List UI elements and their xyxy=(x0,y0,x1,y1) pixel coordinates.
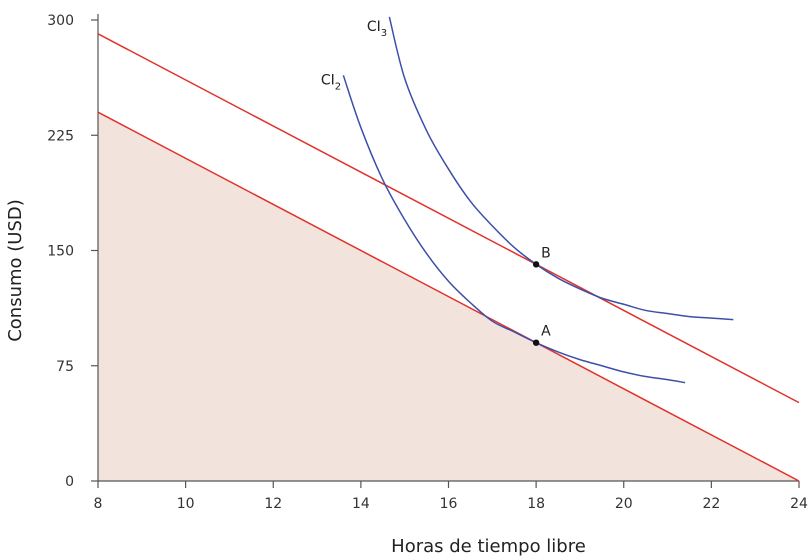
curve-label-name: CI xyxy=(321,73,335,89)
indifference-curve-label: CI3 xyxy=(367,19,387,39)
x-tick-label: 10 xyxy=(177,496,195,512)
indifference-curve-label: CI2 xyxy=(321,73,341,93)
curve-label-subscript: 2 xyxy=(335,82,341,93)
x-tick-label: 14 xyxy=(352,496,370,512)
budget-line xyxy=(97,33,800,404)
ticks: 8 10 12 14 16 18 20 22 24 0 75 150 225 300 xyxy=(47,13,808,512)
x-tick-label: 22 xyxy=(702,496,720,512)
curve-label-subscript: 3 xyxy=(381,28,387,39)
y-axis-title: Consumo (USD) xyxy=(5,199,26,342)
point-label-b: B xyxy=(541,245,551,261)
y-tick-label: 0 xyxy=(65,474,74,490)
y-tick-label: 75 xyxy=(56,359,74,375)
budget-line xyxy=(97,111,800,482)
indifference-curve xyxy=(342,75,686,384)
y-tick-label: 300 xyxy=(47,13,74,29)
x-tick-label: 12 xyxy=(264,496,282,512)
x-axis-title: Horas de tiempo libre xyxy=(391,536,586,556)
x-tick-label: 24 xyxy=(790,496,808,512)
x-tick-label: 8 xyxy=(94,496,103,512)
x-tick-label: 18 xyxy=(527,496,545,512)
budget-lines xyxy=(97,33,800,482)
point-a xyxy=(532,339,540,346)
point-label-a: A xyxy=(541,324,551,340)
x-tick-label: 20 xyxy=(615,496,633,512)
indifference-curve xyxy=(388,16,734,321)
x-tick-label: 16 xyxy=(440,496,458,512)
points: AB xyxy=(532,245,551,346)
y-tick-label: 150 xyxy=(47,244,74,260)
point-b xyxy=(532,261,540,268)
y-tick-label: 225 xyxy=(47,128,74,144)
curve-label-name: CI xyxy=(367,19,381,35)
